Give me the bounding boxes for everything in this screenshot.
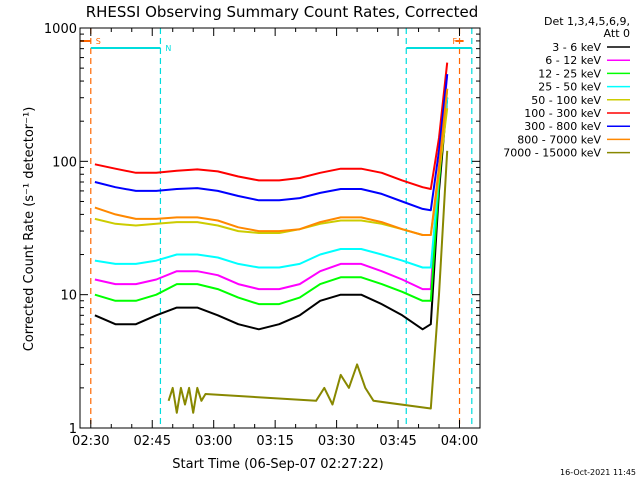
legend-entry-label: 6 - 12 keV (545, 54, 601, 67)
x-tick-label: 03:15 (256, 434, 293, 449)
x-tick-label: 02:30 (72, 434, 109, 449)
y-axis-label: Corrected Count Rate (s⁻¹ detector⁻¹) (22, 107, 37, 352)
series-line-7 (94, 88, 449, 236)
series-line-2 (94, 88, 449, 306)
y-tick-label: 1 (69, 422, 77, 437)
legend-entry-label: 12 - 25 keV (538, 67, 601, 80)
legend-entry-label: 25 - 50 keV (538, 81, 601, 94)
saa-label: S (96, 37, 101, 46)
legend-header-line2: Att 0 (604, 27, 630, 40)
legend-entry-label: 100 - 300 keV (524, 107, 601, 120)
series-line-8 (167, 150, 449, 414)
series-line-0 (94, 97, 449, 331)
x-tick-label: 03:45 (379, 434, 416, 449)
legend-entry-label: 800 - 7000 keV (517, 133, 601, 146)
night-label: N (165, 44, 171, 53)
flare-label: F (453, 37, 458, 46)
generation-timestamp: 16-Oct-2021 11:45 (560, 468, 636, 477)
plot-area: SNF (79, 27, 481, 429)
chart-title: RHESSI Observing Summary Count Rates, Co… (86, 3, 479, 21)
x-tick-label: 03:00 (195, 434, 232, 449)
legend-entry-label: 7000 - 15000 keV (503, 147, 601, 160)
legend-header-line1: Det 1,3,4,5,6,9, (544, 15, 630, 28)
legend-entry-label: 300 - 800 keV (524, 120, 601, 133)
series-line-6 (94, 74, 449, 212)
x-axis-ticks: 02:30 02:45 03:00 03:15 03:30 03:45 04:00 (72, 28, 481, 449)
series-line-1 (94, 74, 449, 291)
plot-frame (79, 27, 481, 429)
y-tick-label: 1000 (44, 22, 77, 37)
y-tick-label: 10 (60, 289, 77, 304)
series-line-5 (94, 62, 449, 190)
y-axis-ticks: 1 10 100 1000 (44, 22, 480, 437)
x-axis-label: Start Time (06-Sep-07 02:27:22) (172, 457, 383, 472)
series-line-3 (94, 97, 449, 269)
x-tick-label: 03:30 (318, 434, 355, 449)
legend-entry-label: 50 - 100 keV (531, 94, 601, 107)
legend-entry-label: 3 - 6 keV (552, 41, 601, 54)
series-line-4 (94, 108, 449, 236)
y-tick-label: 100 (52, 155, 77, 170)
x-tick-label: 02:45 (134, 434, 171, 449)
x-tick-label: 04:00 (441, 434, 478, 449)
